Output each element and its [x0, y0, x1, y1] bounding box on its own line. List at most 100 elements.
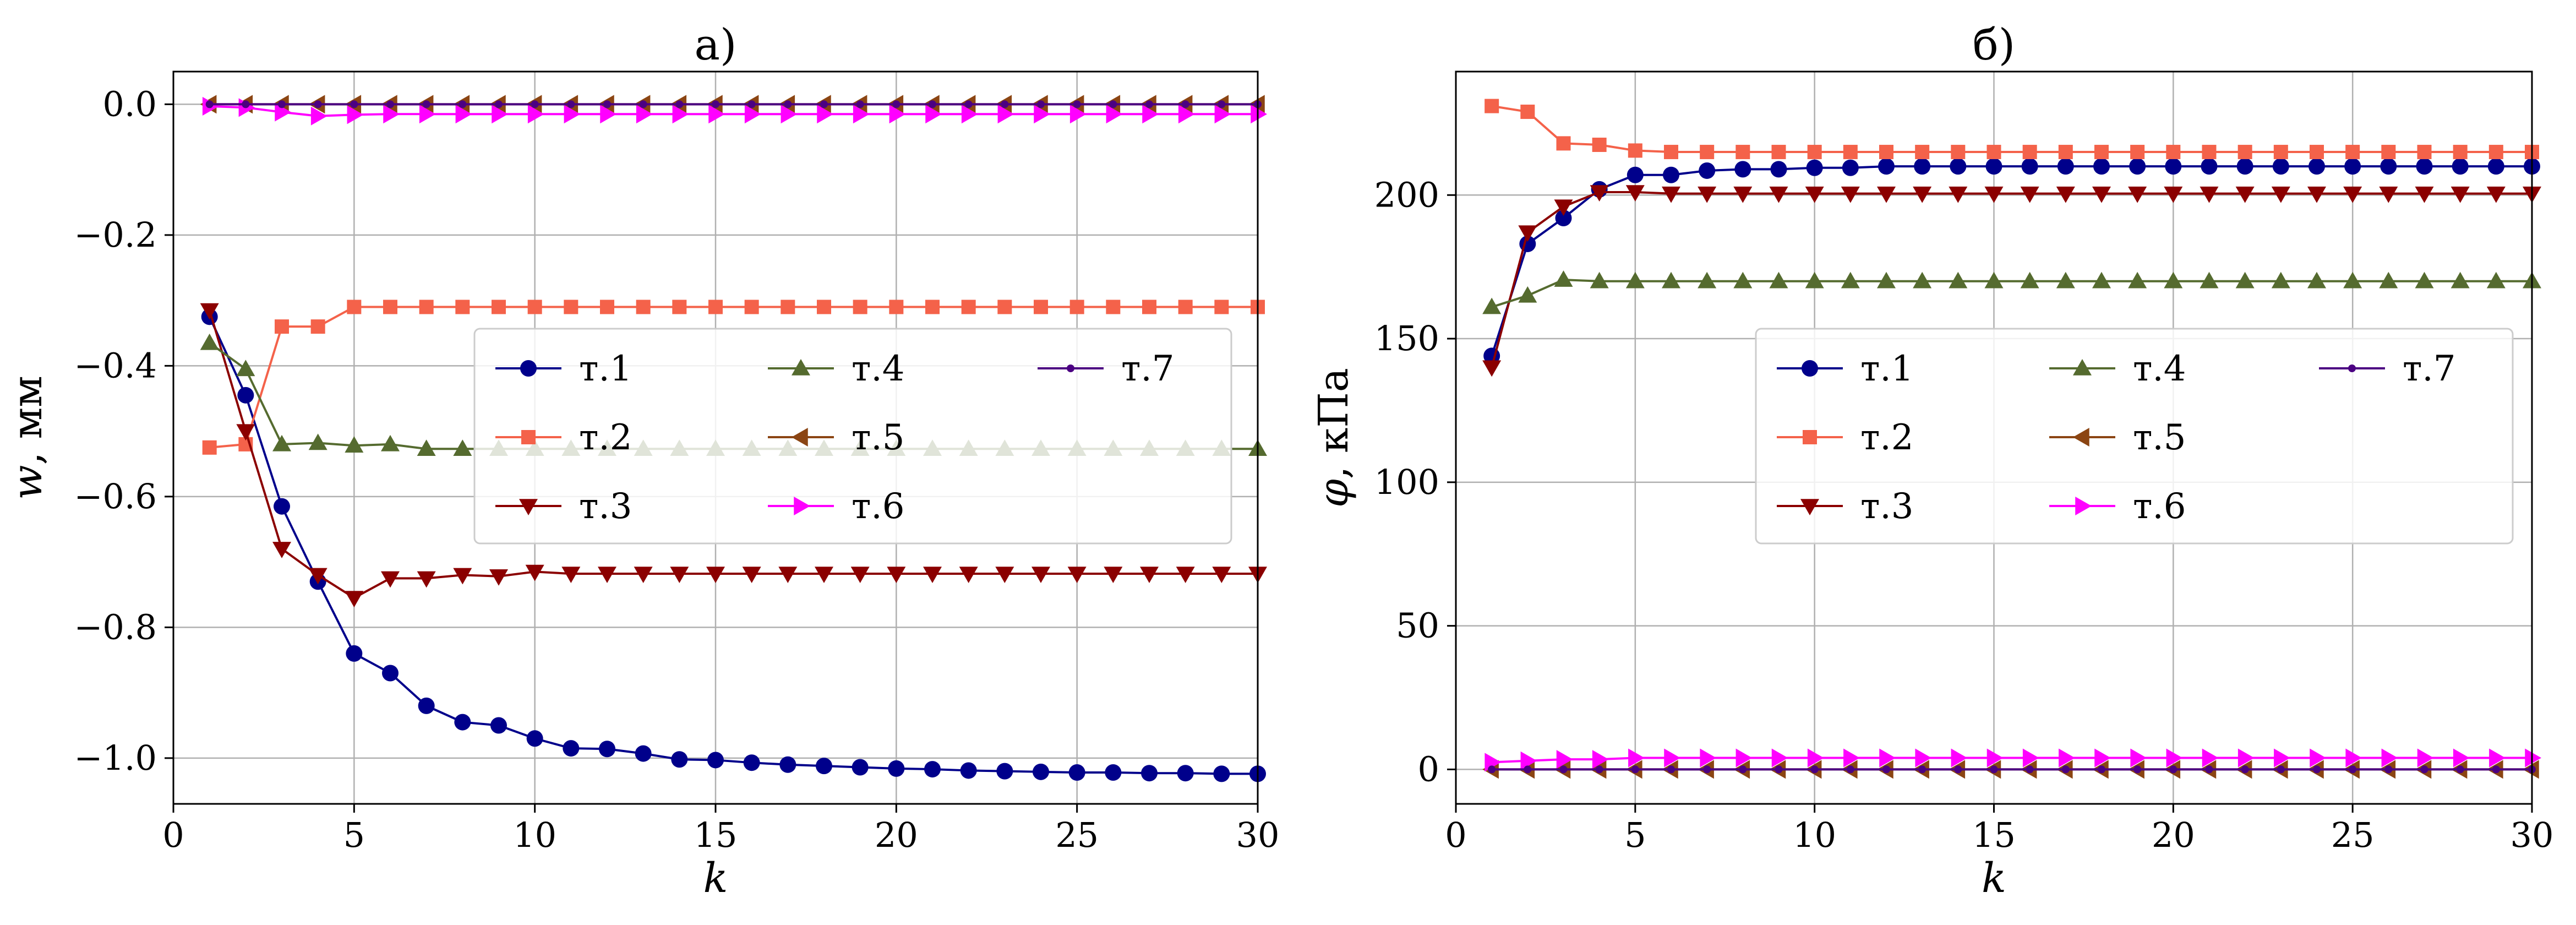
- data-point: [2237, 748, 2255, 768]
- data-point: [712, 100, 719, 108]
- legend-label: т.7: [1121, 349, 1174, 389]
- y-tick-label: 0.0: [102, 84, 157, 124]
- data-point: [1212, 567, 1231, 583]
- data-point: [2274, 748, 2290, 768]
- data-point: [2313, 765, 2321, 774]
- data-point: [924, 761, 941, 778]
- data-point: [1735, 748, 1753, 768]
- data-point: [1142, 300, 1156, 314]
- y-tick-label: −0.8: [74, 607, 157, 647]
- data-point: [820, 100, 828, 108]
- data-point: [2129, 158, 2146, 175]
- data-point: [1488, 765, 1496, 774]
- data-point: [1846, 765, 1854, 774]
- data-point: [2417, 748, 2434, 768]
- legend-item: т.2: [495, 417, 632, 458]
- data-point: [1033, 763, 1049, 780]
- data-point: [2344, 158, 2361, 175]
- data-point: [634, 567, 653, 583]
- data-point: [743, 754, 760, 771]
- data-point: [600, 105, 616, 124]
- data-point: [1984, 186, 2004, 203]
- legend-label: т.1: [1860, 349, 1913, 389]
- data-point: [1034, 105, 1050, 124]
- data-point: [418, 697, 435, 714]
- legend-item: т.4: [2049, 349, 2186, 389]
- y-tick-label: −0.4: [74, 345, 157, 385]
- data-point: [961, 300, 976, 314]
- data-point: [1181, 100, 1189, 108]
- data-point: [2451, 271, 2470, 289]
- data-point: [236, 424, 255, 441]
- data-point: [1662, 186, 1680, 203]
- data-point: [2271, 186, 2290, 203]
- data-point: [1954, 765, 1962, 774]
- data-point: [381, 571, 400, 588]
- data-point: [853, 105, 870, 124]
- data-point: [1627, 166, 1644, 183]
- data-point: [817, 300, 831, 314]
- data-point: [1739, 765, 1747, 774]
- data-point: [1032, 567, 1050, 583]
- legend-label: т.4: [852, 349, 904, 389]
- legend-marker: [792, 428, 808, 447]
- data-point: [2343, 271, 2362, 289]
- data-point: [1214, 105, 1231, 124]
- legend-item: т.4: [768, 349, 904, 389]
- data-point: [1913, 186, 1932, 203]
- legend-marker: [792, 359, 810, 376]
- data-point: [345, 436, 364, 453]
- data-point: [2486, 271, 2506, 289]
- data-point: [1805, 271, 1824, 289]
- data-point: [1001, 100, 1009, 108]
- data-point: [455, 105, 472, 124]
- data-point: [381, 434, 400, 451]
- data-point: [383, 105, 400, 124]
- data-point: [1176, 567, 1195, 583]
- legend-label: т.2: [579, 417, 632, 458]
- data-point: [1949, 271, 1968, 289]
- legend-label: т.6: [852, 486, 904, 527]
- data-point: [1662, 271, 1680, 289]
- legend-marker: [2075, 497, 2092, 515]
- data-point: [2349, 765, 2357, 774]
- data-point: [454, 714, 471, 731]
- data-point: [561, 567, 581, 583]
- data-point: [1141, 765, 1158, 782]
- legend-marker: [2073, 428, 2089, 447]
- legend-label: т.2: [1860, 417, 1913, 458]
- legend-label: т.3: [1860, 486, 1913, 527]
- data-point: [1775, 765, 1783, 774]
- data-point: [1879, 145, 1893, 160]
- data-point: [2343, 186, 2362, 203]
- series-line: [1491, 191, 2532, 368]
- data-point: [636, 105, 653, 124]
- data-point: [929, 100, 936, 108]
- data-point: [1879, 748, 1896, 768]
- data-point: [1699, 162, 1716, 179]
- x-tick-label: 15: [1972, 815, 2016, 855]
- data-point: [887, 567, 906, 583]
- data-point: [1664, 748, 1680, 768]
- data-point: [2345, 748, 2362, 768]
- data-point: [1145, 100, 1153, 108]
- data-point: [1628, 748, 1645, 768]
- series-3: [1482, 185, 2541, 377]
- chart-title: б): [1973, 20, 2015, 70]
- data-point: [1810, 765, 1819, 774]
- legend-marker: [519, 499, 538, 515]
- data-point: [1951, 145, 1966, 160]
- chart-panel-a: 0 5 10 15 20 25 30 0.0 −0.2 −0.4 −0.6 −0.8 −1.0 а) k w,…: [4, 20, 1279, 902]
- data-point: [417, 571, 436, 588]
- data-point: [1986, 145, 2001, 160]
- data-point: [1105, 764, 1122, 781]
- data-point: [272, 434, 291, 451]
- data-point: [2310, 748, 2326, 768]
- data-point: [308, 433, 328, 450]
- data-point: [2235, 186, 2255, 203]
- x-tick-label: 5: [343, 815, 365, 855]
- data-point: [1067, 567, 1087, 583]
- ticks: 0 5 10 15 20 25 30 0.0 −0.2 −0.4 −0.6 −0.8 −1.0: [74, 84, 1279, 855]
- data-point: [1213, 765, 1230, 782]
